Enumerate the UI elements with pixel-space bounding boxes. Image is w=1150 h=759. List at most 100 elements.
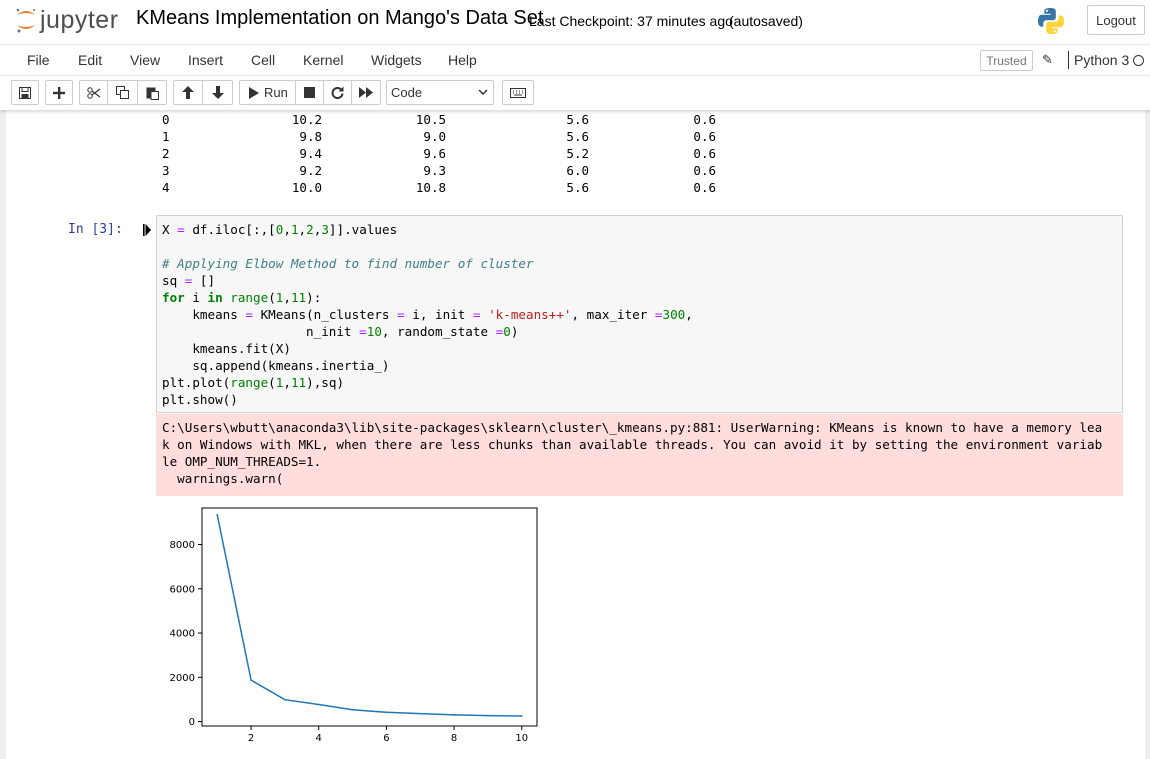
cell-prompt: In [3]: <box>68 222 123 237</box>
code-cell-input[interactable]: X = df.iloc[:,[0,1,2,3]].values​# Applyi… <box>156 215 1123 413</box>
menu-view[interactable]: View <box>130 52 161 68</box>
run-button[interactable]: Run <box>239 80 296 105</box>
command-palette-button[interactable] <box>502 80 534 105</box>
stderr-line: le OMP_NUM_THREADS=1. <box>162 454 322 469</box>
autosave-status: (autosaved) <box>729 13 803 29</box>
code-line: # Applying Elbow Method to find number o… <box>162 256 534 271</box>
notebook-header: jupyter KMeans Implementation on Mango's… <box>0 0 1150 44</box>
restart-button[interactable] <box>323 80 352 105</box>
dataframe-cell: 0.6 <box>693 112 716 127</box>
code-line: kmeans = KMeans(n_clusters = i, init = '… <box>162 307 693 322</box>
data-point <box>419 712 422 715</box>
menubar: File Edit View Insert Cell Kernel Widget… <box>0 44 1150 76</box>
x-tick-label: 6 <box>383 733 389 744</box>
cell-type-select[interactable]: Code <box>386 80 494 105</box>
x-tick-label: 8 <box>451 733 457 744</box>
data-point <box>487 714 489 717</box>
stop-icon <box>304 87 315 98</box>
jupyter-logo-icon <box>16 8 35 33</box>
dataframe-index-cell: 2 <box>162 146 170 161</box>
notebook-title[interactable]: KMeans Implementation on Mango's Data Se… <box>136 7 544 29</box>
code-line: X = df.iloc[:,[0,1,2,3]].values <box>162 222 398 237</box>
dataframe-cell: 0.6 <box>693 180 716 195</box>
menu-help[interactable]: Help <box>448 52 477 68</box>
jupyter-logo[interactable]: jupyter <box>14 4 119 36</box>
data-point <box>520 715 523 717</box>
stderr-line: warnings.warn( <box>162 471 284 486</box>
dataframe-output: 0 10.2 10.5 5.6 0.6 1 9.8 9.0 5.6 0.6 2 9.4 9.6 5.2 0.… <box>162 112 762 197</box>
move-up-icon <box>182 86 194 99</box>
kernel-idle-icon <box>1133 55 1144 66</box>
menu-cell[interactable]: Cell <box>251 52 276 68</box>
jupyter-logo-text: jupyter <box>40 5 119 34</box>
data-point <box>351 709 354 711</box>
dataframe-row: 0 10.2 10.5 5.6 0.6 <box>162 112 762 129</box>
menu-edit[interactable]: Edit <box>78 52 103 68</box>
y-tick-label: 4000 <box>170 629 195 640</box>
cell-running-marker-icon <box>143 224 151 236</box>
python-logo-icon <box>1038 8 1064 34</box>
restart-icon <box>331 86 344 99</box>
y-tick-label: 8000 <box>170 540 195 551</box>
dataframe-cell: 0.6 <box>693 163 716 178</box>
code-line: plt.plot(range(1,11),sq) <box>162 375 345 390</box>
paste-icon <box>146 87 159 100</box>
code-line: plt.show() <box>162 392 238 407</box>
toolbar: Run Code <box>0 76 1150 110</box>
dataframe-row: 1 9.8 9.0 5.6 0.6 <box>162 129 762 146</box>
dataframe-cell: 9.6 <box>423 146 446 161</box>
dataframe-index-cell: 1 <box>162 129 170 144</box>
dataframe-cell: 10.5 <box>415 112 446 127</box>
keyboard-icon <box>510 87 526 98</box>
add-cell-icon <box>53 86 65 99</box>
stderr-line: k on Windows with MKL, when there are le… <box>162 437 1103 452</box>
cut-icon <box>86 86 100 99</box>
move-down-button[interactable] <box>202 80 233 105</box>
copy-button[interactable] <box>107 80 138 105</box>
dataframe-cell: 6.0 <box>566 163 589 178</box>
dataframe-cell: 9.8 <box>299 129 322 144</box>
move-down-icon <box>211 86 224 99</box>
logout-button[interactable]: Logout <box>1087 5 1145 35</box>
chevron-down-icon <box>478 89 488 96</box>
run-icon <box>249 86 259 99</box>
menu-widgets[interactable]: Widgets <box>371 52 422 68</box>
menu-file[interactable]: File <box>27 52 50 68</box>
fast-forward-icon <box>359 87 373 98</box>
x-tick-label: 2 <box>248 733 254 744</box>
dataframe-index-cell: 4 <box>162 180 170 195</box>
trusted-indicator[interactable]: Trusted <box>980 50 1033 71</box>
elbow-plot-output: 2 4 6 8 10 0 2000 4000 6000 8000 <box>156 503 546 758</box>
save-button[interactable] <box>11 80 39 105</box>
y-tick-label: 0 <box>189 717 195 728</box>
kernel-name[interactable]: Python 3 <box>1074 52 1130 68</box>
dataframe-cell: 10.0 <box>291 180 322 195</box>
run-button-label: Run <box>264 85 288 100</box>
data-point <box>385 711 388 714</box>
kernel-separator <box>1068 51 1069 69</box>
cell-type-value: Code <box>391 85 423 100</box>
menu-kernel[interactable]: Kernel <box>303 52 344 68</box>
plot-frame <box>201 507 538 727</box>
cut-button[interactable] <box>79 80 108 105</box>
elbow-line-chart: 2 4 6 8 10 0 2000 4000 6000 8000 <box>170 507 538 744</box>
menu-insert[interactable]: Insert <box>188 52 224 68</box>
dataframe-cell: 9.4 <box>299 146 322 161</box>
save-icon <box>19 86 31 99</box>
code-line: kmeans.fit(X) <box>162 341 291 356</box>
dataframe-cell: 5.6 <box>566 129 589 144</box>
move-up-button[interactable] <box>173 80 203 105</box>
code-line: n_init =10, random_state =0) <box>162 324 519 339</box>
checkpoint-status: Last Checkpoint: 37 minutes ago <box>529 13 733 29</box>
stderr-output: C:\Users\wbutt\anaconda3\lib\site-packag… <box>156 414 1123 496</box>
paste-button[interactable] <box>137 80 167 105</box>
notebook-container: 0 10.2 10.5 5.6 0.6 1 9.8 9.0 5.6 0.6 2 9.4 9.6 5.2 0.… <box>6 110 1145 759</box>
y-tick-label: 2000 <box>170 673 195 684</box>
insert-cell-button[interactable] <box>45 80 73 105</box>
dataframe-cell: 9.2 <box>299 163 322 178</box>
interrupt-button[interactable] <box>295 80 324 105</box>
restart-run-all-button[interactable] <box>351 80 381 105</box>
dataframe-index-cell: 3 <box>162 163 170 178</box>
x-tick-label: 4 <box>316 733 322 744</box>
code-line: sq.append(kmeans.inertia_) <box>162 358 390 373</box>
